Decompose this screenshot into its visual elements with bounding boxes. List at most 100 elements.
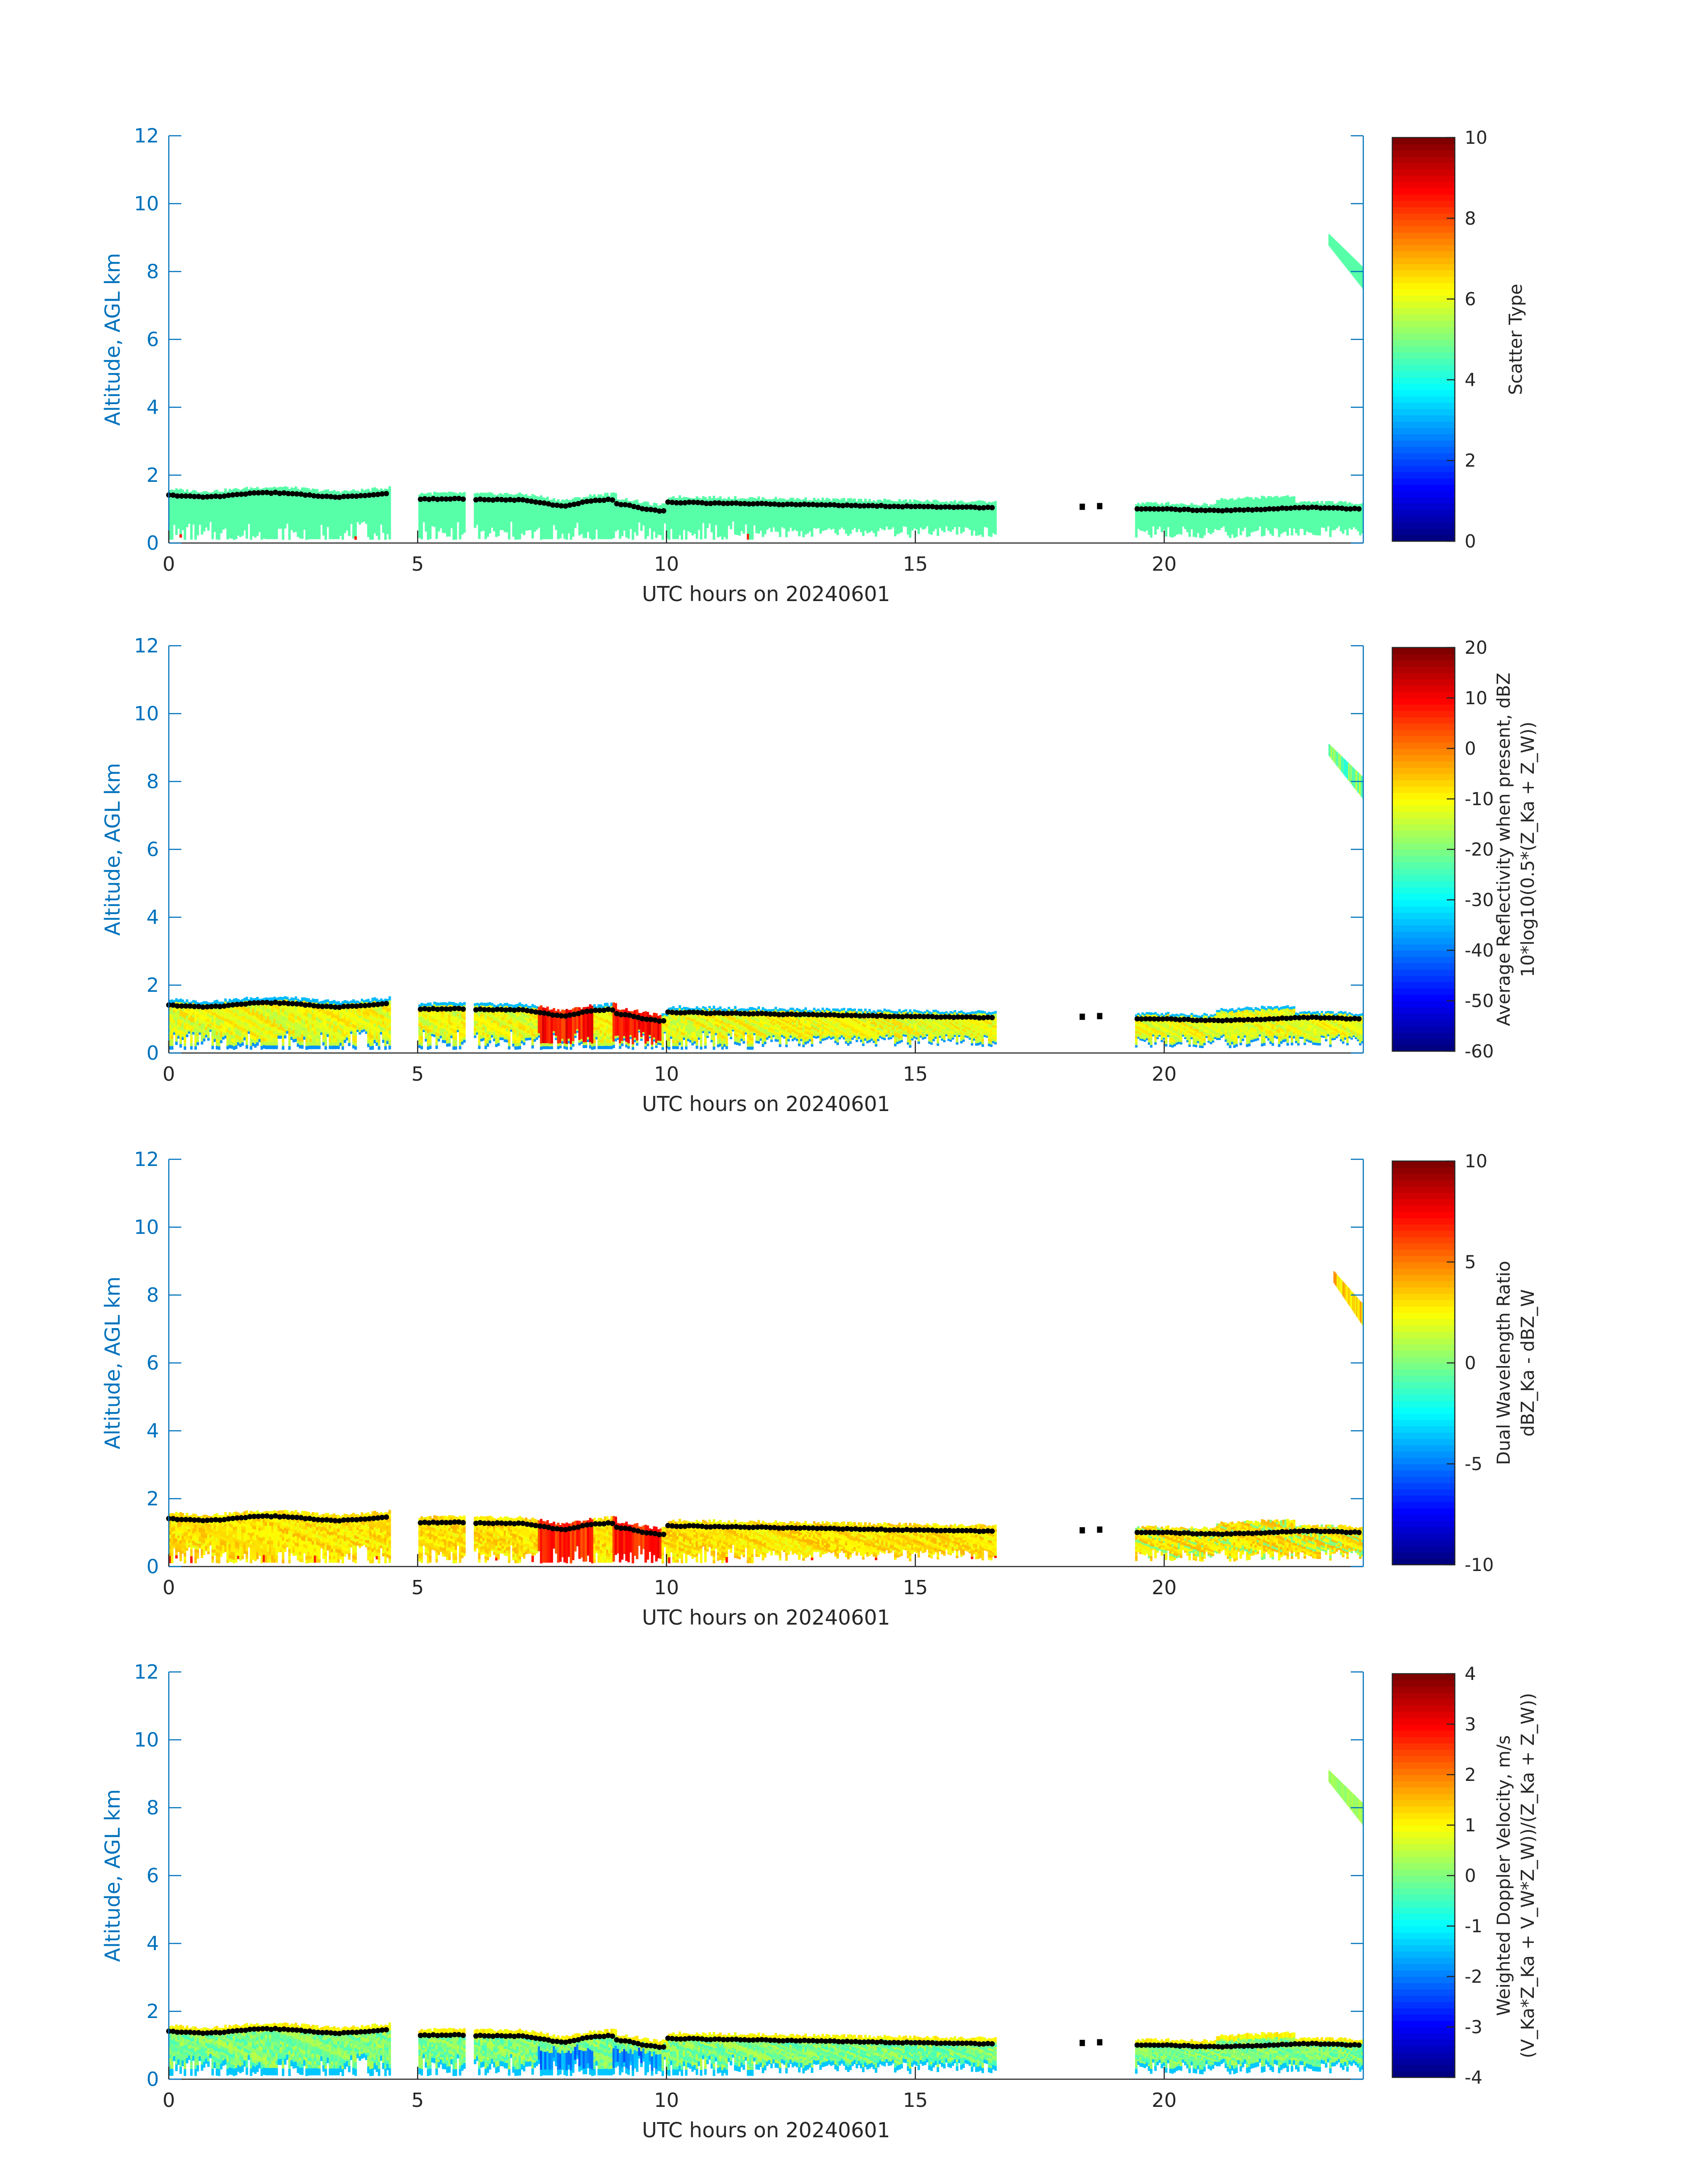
heatmap-cell (685, 512, 688, 515)
heatmap-cell (256, 522, 259, 525)
heatmap-cell (263, 524, 265, 528)
heatmap-cell (382, 511, 385, 514)
heatmap-cell (523, 506, 526, 510)
heatmap-cell (911, 526, 914, 528)
heatmap-cell (828, 524, 831, 526)
heatmap-cell (762, 506, 764, 509)
heatmap-cell (578, 511, 581, 514)
heatmap-cell (773, 523, 775, 525)
heatmap-cell (713, 527, 715, 531)
heatmap-cell (756, 518, 758, 521)
heatmap-cell (438, 529, 440, 532)
heatmap-cell (312, 499, 314, 503)
heatmap-cell (817, 526, 820, 528)
heatmap-cell (282, 536, 284, 540)
heatmap-cell (805, 526, 807, 529)
heatmap-cell (913, 518, 916, 520)
heatmap-cell (664, 515, 666, 517)
heatmap-cell (295, 506, 297, 510)
heatmap-cell (802, 513, 805, 516)
heatmap-cell (248, 501, 251, 504)
heatmap-cell (924, 521, 927, 523)
heatmap-cell (194, 508, 197, 512)
heatmap-cell (580, 529, 583, 531)
heatmap-cell (480, 509, 483, 512)
heatmap-cell (858, 520, 860, 522)
heatmap-cell (314, 507, 317, 511)
heatmap-cell (757, 515, 760, 518)
heatmap-cell (422, 504, 425, 506)
heatmap-cell (260, 525, 263, 529)
heatmap-cell (561, 531, 564, 534)
heatmap-cell (561, 519, 564, 522)
heatmap-cell (726, 508, 728, 511)
heatmap-cell (864, 522, 867, 524)
heatmap-cell (378, 518, 380, 522)
heatmap-cell (459, 512, 462, 516)
heatmap-cell (378, 532, 380, 536)
heatmap-cell (529, 496, 532, 499)
heatmap-cell (728, 515, 731, 518)
heatmap-cell (463, 510, 466, 513)
heatmap-cell (359, 503, 361, 506)
heatmap-cell (203, 517, 205, 520)
heatmap-cell (956, 512, 959, 514)
heatmap-cell (779, 534, 781, 537)
heatmap-cell (847, 525, 850, 528)
heatmap-cell (514, 536, 517, 540)
heatmap-cell (557, 516, 560, 519)
heatmap-cell (919, 524, 922, 526)
heatmap-cell (501, 502, 504, 505)
heatmap-cell (958, 512, 960, 514)
heatmap-cell (305, 525, 308, 529)
heatmap-cell (207, 520, 210, 523)
heatmap-cell (518, 493, 521, 496)
heatmap-cell (218, 533, 221, 536)
heatmap-cell (425, 507, 427, 510)
heatmap-cell (499, 517, 502, 519)
heatmap-cell (943, 530, 946, 532)
heatmap-cell (777, 511, 779, 514)
heatmap-cell (382, 502, 385, 505)
heatmap-cell (435, 529, 438, 532)
heatmap-cell (811, 514, 814, 516)
heatmap-cell (478, 526, 481, 529)
heatmap-cell (585, 506, 588, 509)
heatmap-cell (350, 519, 353, 522)
heatmap-cell (290, 497, 293, 500)
heatmap-cell (653, 515, 656, 517)
heatmap-cell (203, 508, 205, 511)
heatmap-cell (175, 525, 178, 528)
heatmap-cell (881, 515, 884, 517)
heatmap-cell (213, 514, 216, 517)
heatmap-cell (308, 510, 310, 514)
heatmap-cell (918, 529, 920, 532)
heatmap-cell (574, 517, 577, 519)
heatmap-cell (589, 513, 592, 517)
heatmap-cell (621, 528, 624, 531)
heatmap-cell (322, 500, 325, 504)
heatmap-cell (717, 512, 720, 515)
heatmap-cell (461, 505, 464, 508)
heatmap-cell (305, 488, 308, 492)
heatmap-cell (638, 519, 641, 521)
heatmap-cell (177, 509, 180, 512)
heatmap-cell (566, 522, 568, 525)
heatmap-cell (885, 501, 888, 504)
heatmap-cell (538, 521, 540, 523)
heatmap-cell (305, 536, 308, 540)
heatmap-cell (768, 499, 771, 501)
heatmap-cell (949, 518, 952, 521)
heatmap-cell (314, 514, 317, 518)
heatmap-cell (553, 523, 555, 525)
heatmap-cell (171, 504, 174, 508)
heatmap-cell (819, 531, 822, 534)
heatmap-cell (564, 514, 566, 517)
heatmap-cell (280, 520, 282, 523)
heatmap-cell (497, 509, 500, 512)
heatmap-cell (418, 507, 421, 510)
heatmap-cell (617, 514, 619, 517)
heatmap-cell (203, 520, 205, 523)
heatmap-cell (869, 513, 871, 516)
heatmap-cell (717, 506, 720, 509)
